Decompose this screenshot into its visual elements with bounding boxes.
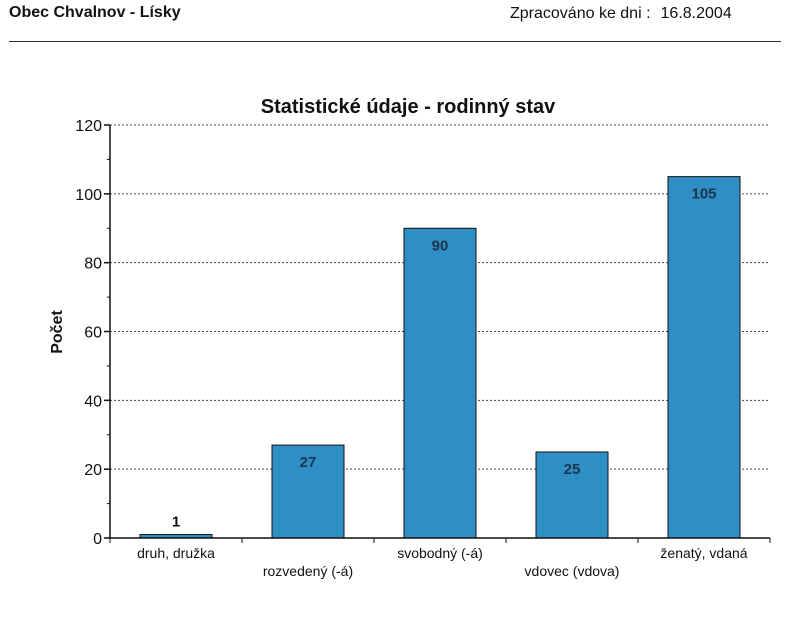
header-divider (9, 41, 781, 42)
y-tick-label-100: 100 (75, 187, 102, 204)
axes (104, 124, 771, 543)
bar-4 (667, 176, 741, 539)
data-label-1: 27 (300, 454, 317, 471)
y-tick-label-60: 60 (84, 325, 102, 342)
data-labels: 1 27 90 25 105 (172, 186, 717, 531)
x-tick-labels: druh, družka rozvedený (-á) svobodný (-á) v… (137, 545, 748, 579)
data-label-4: 105 (691, 186, 716, 203)
category-label-3: vdovec (vdova) (525, 563, 620, 579)
category-label-2: svobodný (-á) (397, 545, 483, 561)
y-tick-label-20: 20 (84, 462, 102, 479)
page-header: Obec Chvalnov - Lísky Zpracováno ke dni … (0, 0, 800, 45)
data-label-0: 1 (172, 514, 180, 531)
category-label-1: rozvedený (-á) (263, 563, 353, 579)
data-label-2: 90 (432, 237, 449, 254)
y-tick-label-80: 80 (84, 256, 102, 273)
y-axis-label: Počet (49, 310, 66, 354)
bar-1 (271, 444, 345, 539)
processed-info: Zpracováno ke dni : 16.8.2004 (510, 5, 732, 23)
bars (139, 176, 741, 539)
municipality-name: Obec Chvalnov - Lísky (9, 4, 181, 21)
category-label-4: ženatý, vdaná (660, 545, 747, 561)
chart-title: Statistické údaje - rodinný stav (261, 96, 556, 118)
y-tick-label-40: 40 (84, 393, 102, 410)
y-tick-label-0: 0 (93, 531, 102, 548)
processed-date: 16.8.2004 (660, 5, 732, 22)
y-tick-labels: 0 20 40 60 80 100 120 (75, 118, 102, 548)
gridlines (110, 124, 770, 470)
processed-label: Zpracováno ke dni : (510, 5, 651, 22)
category-label-0: druh, družka (137, 545, 215, 561)
data-label-3: 25 (564, 461, 581, 478)
y-tick-label-120: 120 (75, 118, 102, 135)
bar-2 (403, 227, 477, 539)
